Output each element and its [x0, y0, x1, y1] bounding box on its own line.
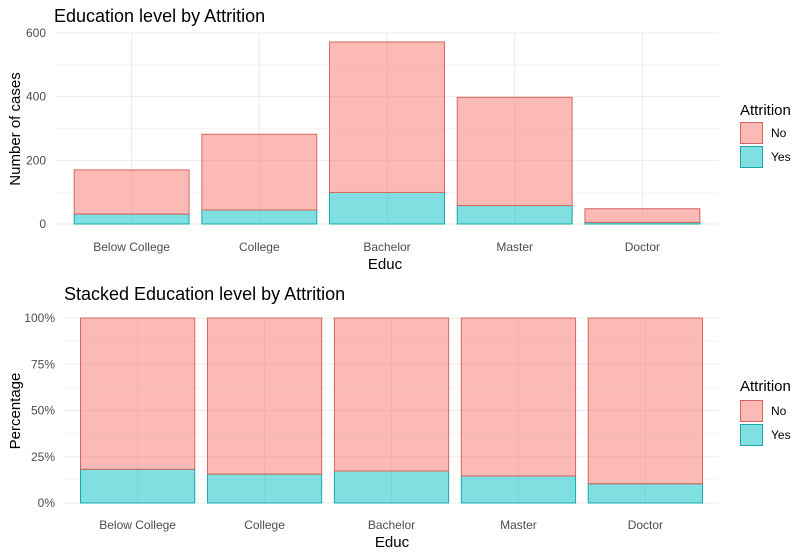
bar-doctor-yes — [587, 483, 703, 504]
y-tick-label: 75% — [31, 357, 55, 371]
x-tick-label: Master — [500, 518, 537, 532]
x-tick-label: Below College — [93, 240, 170, 254]
x-tick-label: College — [244, 518, 285, 532]
y-tick-label: 400 — [26, 90, 46, 104]
bar-doctor-no — [587, 317, 703, 485]
y-axis-title: Percentage — [7, 373, 24, 450]
y-axis-title: Number of cases — [7, 72, 24, 185]
bar-doctor-no — [584, 208, 701, 223]
bar-below-college-no — [80, 317, 196, 470]
bar-bachelor-no — [329, 41, 445, 193]
legend-title: Attrition — [740, 378, 791, 395]
x-tick-label: Master — [496, 240, 533, 254]
x-tick-label: Doctor — [628, 518, 663, 532]
bar-college-yes — [201, 209, 318, 225]
legend-label-yes: Yes — [771, 428, 791, 442]
bar-below-college-yes — [80, 468, 196, 504]
legend-title: Attrition — [740, 102, 791, 119]
x-axis-title: Educ — [368, 256, 403, 273]
legend-label-no: No — [771, 404, 787, 418]
x-tick-label: Bachelor — [368, 518, 415, 532]
bar-master-no — [456, 96, 573, 207]
legend-swatch-no — [740, 122, 763, 144]
x-tick-label: Below College — [99, 518, 176, 532]
y-tick-label: 0 — [39, 217, 46, 231]
y-tick-label: 25% — [31, 450, 55, 464]
bar-college-yes — [206, 473, 323, 504]
bar-below-college-yes — [73, 213, 190, 225]
y-tick-label: 100% — [24, 311, 55, 325]
bar-master-yes — [460, 475, 577, 504]
y-tick-label: 50% — [31, 404, 55, 418]
legend: Attrition No Yes — [740, 102, 791, 168]
bar-bachelor-yes — [329, 191, 445, 225]
x-tick-label: College — [239, 240, 280, 254]
bar-master-yes — [456, 205, 573, 225]
x-tick-label: Bachelor — [363, 240, 410, 254]
chart-education-counts: 0 200 400 600 Below College College Bachelor Ma… — [7, 6, 791, 273]
legend-swatch-no — [740, 400, 763, 422]
x-tick-label: Doctor — [625, 240, 660, 254]
chart-title: Stacked Education level by Attrition — [64, 284, 345, 304]
x-axis-title: Educ — [375, 534, 410, 551]
legend: Attrition No Yes — [740, 378, 791, 446]
bar-college-no — [206, 317, 323, 475]
bar-college-no — [201, 133, 318, 211]
bar-bachelor-no — [333, 317, 450, 472]
bar-master-no — [460, 317, 577, 477]
legend-label-yes: Yes — [771, 150, 791, 164]
legend-swatch-yes — [740, 146, 763, 168]
legend-swatch-yes — [740, 424, 763, 446]
legend-label-no: No — [771, 126, 787, 140]
bar-below-college-no — [73, 169, 190, 215]
chart-title: Education level by Attrition — [54, 6, 265, 26]
y-tick-label: 0% — [38, 496, 56, 510]
chart-education-percentages: 0% 25% 50% 75% 100% Below College College Bache… — [7, 284, 791, 551]
bar-bachelor-yes — [333, 470, 450, 504]
y-tick-label: 600 — [26, 26, 46, 40]
y-tick-label: 200 — [26, 153, 46, 167]
